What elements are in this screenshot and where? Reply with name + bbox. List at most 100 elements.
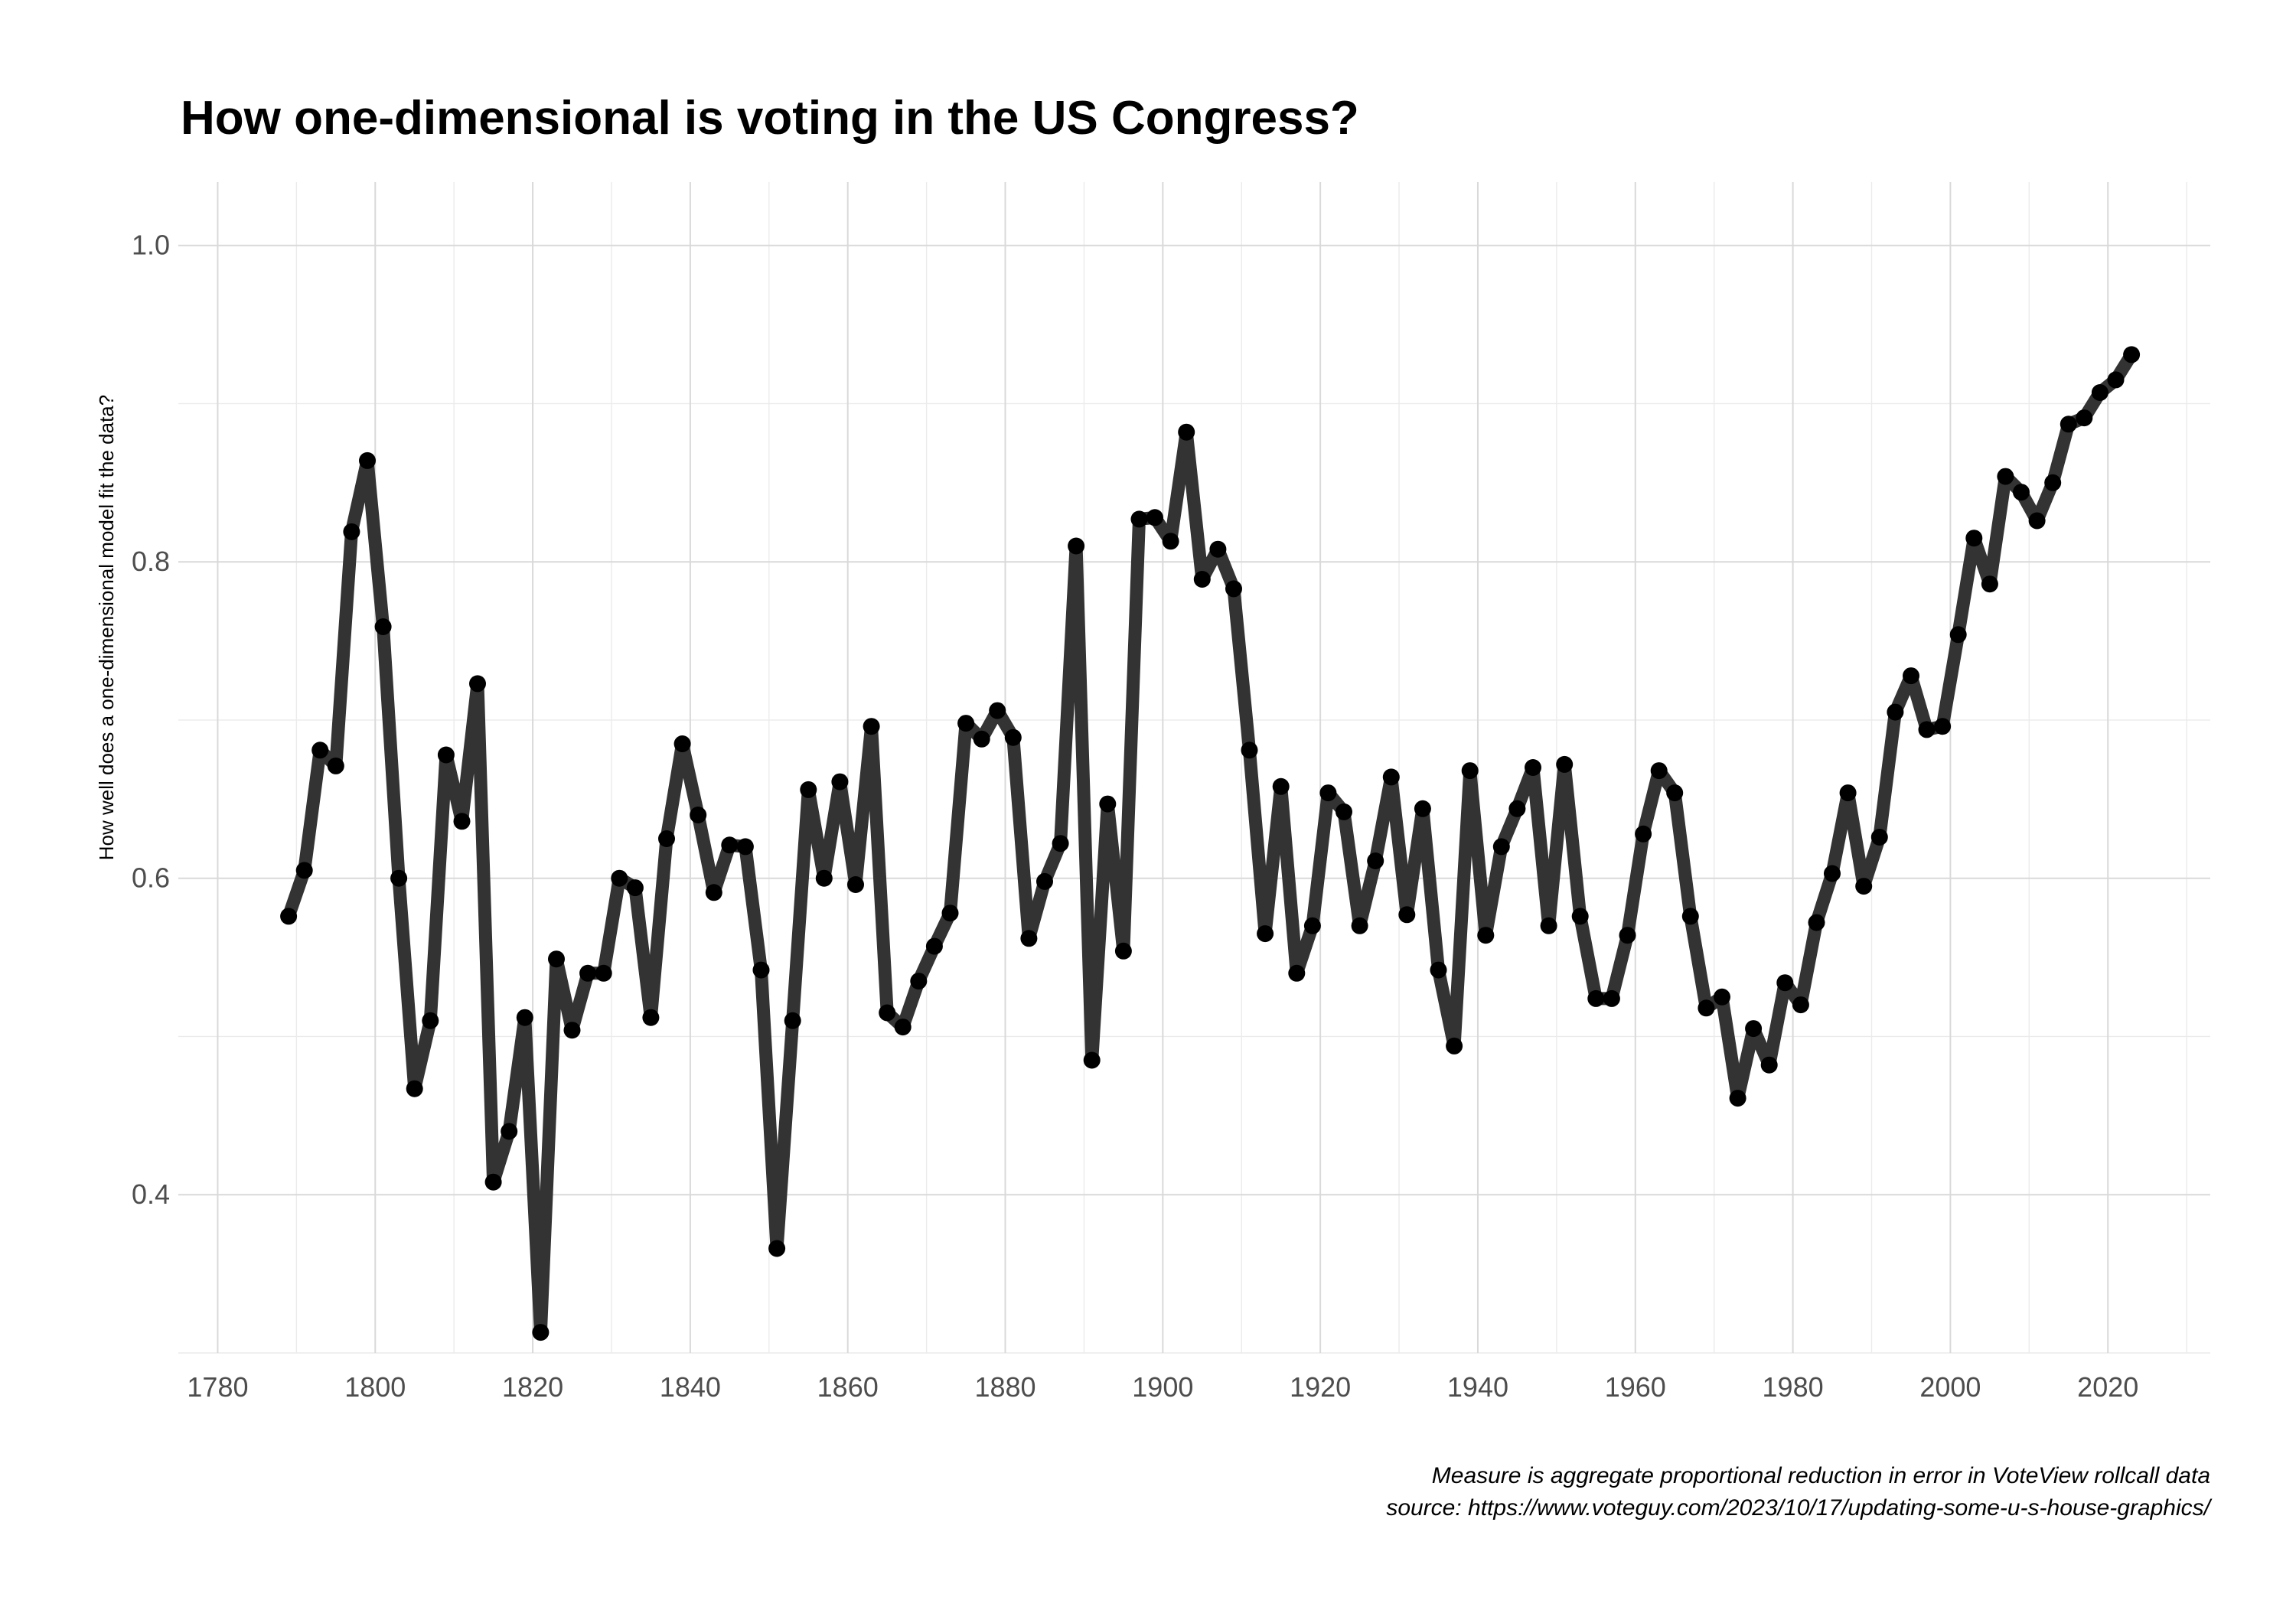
data-point [941,905,959,922]
data-point [1272,777,1290,795]
data-point [1525,759,1541,776]
data-point [1492,838,1510,856]
data-point [1965,530,1983,547]
data-point [2013,484,2030,501]
data-point [925,937,943,955]
data-point [579,964,597,982]
x-tick-label: 1880 [974,1371,1035,1403]
data-point [736,838,754,856]
data-point [784,1012,801,1029]
data-point [1870,829,1888,846]
data-point [768,1240,786,1257]
data-point [1714,988,1730,1006]
data-point [1351,917,1368,934]
data-point [1398,906,1416,924]
data-point [879,1004,896,1022]
data-point [1036,872,1053,890]
x-tick-label: 1940 [1447,1371,1508,1403]
data-point [1303,917,1321,934]
data-point [1839,784,1857,802]
series-line [282,347,2138,1339]
data-point [1209,540,1227,558]
x-tick-label: 1780 [187,1371,248,1403]
data-point [422,1012,439,1029]
y-tick-label: 0.4 [132,1178,170,1210]
data-point [1257,925,1274,943]
data-point [1508,800,1526,817]
data-point [642,1009,660,1026]
data-point [1336,803,1352,820]
x-tick-label: 1860 [817,1371,879,1403]
x-tick-label: 1980 [1763,1371,1824,1403]
data-point [894,1019,912,1036]
chart-title: How one-dimensional is voting in the US … [181,92,1359,145]
data-point [1729,1090,1746,1107]
data-point [1792,996,1809,1014]
data-point [2123,346,2141,363]
data-point [1650,762,1668,780]
x-tick-label: 1920 [1290,1371,1351,1403]
data-point [2091,384,2108,401]
data-point [626,879,644,897]
data-point [295,862,313,879]
data-point [1776,974,1794,992]
data-point [1367,852,1384,869]
data-point [1540,917,1557,934]
grid-lines [178,182,2210,1354]
data-point [910,973,928,990]
data-point [390,869,408,887]
data-point [1745,1020,1763,1038]
data-points [280,346,2141,1341]
data-point [1193,571,1211,588]
data-point [611,869,628,887]
data-point [1903,667,1919,685]
data-point [563,1022,581,1039]
data-point [1918,721,1936,738]
data-point [2044,474,2062,491]
x-tick-label: 2020 [2077,1371,2138,1403]
x-tick-label: 1960 [1605,1371,1666,1403]
data-point [690,807,707,823]
data-point [359,451,376,469]
data-point [374,618,392,635]
data-point [1808,914,1825,931]
data-point [1099,795,1117,813]
data-point [1666,784,1684,802]
data-point [1855,878,1873,895]
data-point [863,718,880,735]
data-point [2107,371,2125,389]
data-point [1635,825,1652,843]
x-axis-tick-labels: 1780 1800 1820 1840 1860 1880 1900 1920 1940 1960… [187,1371,2138,1403]
y-axis-tick-labels: 0.4 0.6 0.8 1.0 [132,230,170,1211]
data-point [658,830,675,847]
data-point [1681,908,1699,925]
data-point [1225,580,1242,598]
y-axis-label: How well does a one-dimensional model fi… [95,395,118,860]
data-point [1114,942,1132,960]
x-tick-label: 1800 [344,1371,406,1403]
caption-source: source: https://www.voteguy.com/2023/10/… [1386,1495,2212,1521]
data-point [1446,1037,1463,1054]
data-point [1461,762,1479,780]
data-point [1319,784,1337,802]
x-tick-label: 1900 [1132,1371,1193,1403]
data-point [453,813,471,830]
data-point [469,675,486,693]
data-point [1934,718,1952,735]
data-point [1556,755,1574,773]
data-point [752,961,770,979]
data-point [831,773,849,790]
data-point [2060,416,2077,433]
data-point [1146,509,1163,526]
data-point [673,735,691,752]
data-point [484,1173,502,1191]
data-point [847,876,864,893]
data-point [989,702,1006,719]
data-point [1004,729,1022,746]
y-tick-label: 0.8 [132,546,170,577]
caption-measure: Measure is aggregate proportional reduct… [1432,1463,2210,1488]
data-point [595,964,612,982]
data-point [800,781,817,798]
data-point [437,746,455,764]
data-point [532,1324,550,1341]
